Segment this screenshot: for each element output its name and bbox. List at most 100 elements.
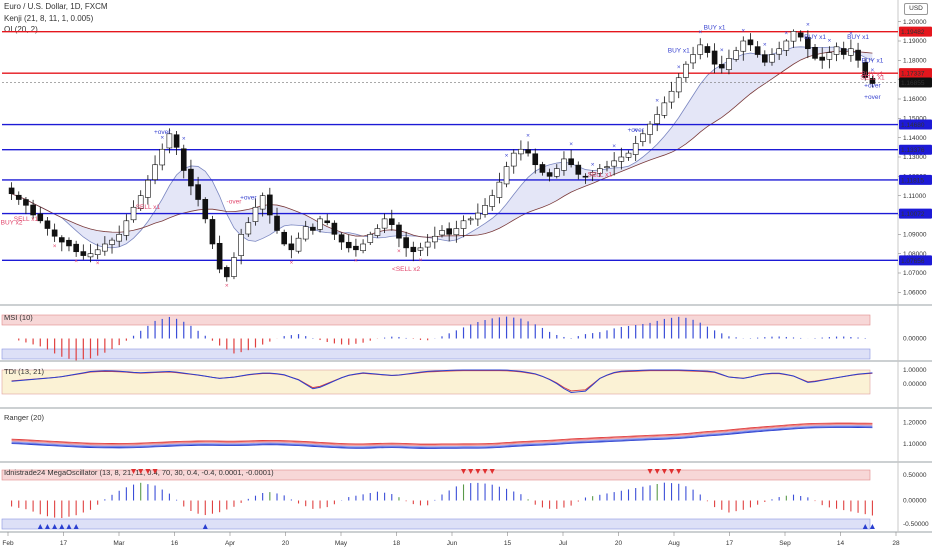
candle-body	[518, 148, 524, 155]
signal-label: SELL x1	[136, 204, 161, 211]
candle-body	[869, 78, 876, 84]
support-level-label: 1.07656	[901, 258, 925, 265]
signal-cross-mark: ×	[505, 153, 509, 160]
candle-body	[690, 54, 696, 64]
candle-body	[360, 243, 366, 251]
candle-body	[453, 228, 460, 236]
signal-cross-mark: ×	[655, 97, 659, 104]
candle-body	[353, 245, 359, 251]
candle-body	[704, 46, 711, 53]
candle-body	[539, 164, 546, 173]
candle-body	[403, 237, 409, 249]
candle-body	[575, 164, 582, 175]
signal-cross-mark: ×	[526, 132, 530, 139]
mega-sell-arrow	[489, 469, 495, 474]
signal-cross-mark: ×	[74, 258, 78, 265]
time-axis-label: 28	[892, 540, 900, 547]
candle-body	[223, 267, 230, 278]
mega-buy-arrow	[44, 524, 50, 529]
signal-label: +over	[154, 129, 171, 136]
candle-body	[561, 158, 567, 171]
mega-buy-arrow	[202, 524, 208, 529]
candle-body	[267, 194, 273, 216]
price-axis-label: 1.16000	[903, 96, 927, 103]
mega-buy-arrow	[862, 524, 868, 529]
candle-body	[754, 46, 761, 55]
ranger-axis-label: 1.20000	[903, 419, 927, 426]
candle-body	[259, 195, 266, 210]
signal-cross-mark: ×	[96, 260, 100, 267]
candle-body	[166, 133, 173, 149]
signal-cross-mark: ×	[182, 136, 186, 143]
candle-body	[216, 242, 223, 270]
candle-body	[80, 251, 87, 256]
candle-body	[109, 239, 115, 245]
ranger-band-line	[11, 425, 873, 448]
candle-body	[410, 246, 417, 253]
time-axis-label: 20	[615, 540, 623, 547]
mega-lower-zone	[1, 518, 871, 530]
currency-badge[interactable]: USD	[904, 3, 928, 15]
candle-body	[317, 218, 323, 230]
indicator-oi-label: OI (20, 2)	[4, 25, 38, 34]
candle-body	[238, 234, 244, 256]
mega-sell-arrow	[131, 469, 137, 474]
signal-label: SELL x1	[860, 75, 885, 82]
resistance-level-label: 1.17337	[901, 71, 925, 78]
pane-title: MSI (10)	[4, 313, 33, 322]
time-axis-label: 18	[393, 540, 401, 547]
candle-body	[130, 206, 137, 221]
support-level-label: 1.14680	[901, 122, 925, 129]
signal-cross-mark: ×	[698, 29, 702, 36]
candle-body	[740, 40, 747, 52]
candle-body	[683, 63, 689, 78]
candle-body	[582, 175, 589, 178]
price-axis-label: 1.19000	[903, 38, 927, 45]
candle-body	[532, 153, 539, 166]
mega-sell-arrow	[145, 469, 151, 474]
candle-body	[173, 134, 180, 148]
msi-axis-label: 0.00000	[903, 336, 927, 343]
candle-body	[324, 220, 331, 224]
signal-cross-mark: ×	[806, 21, 810, 28]
support-level-badge	[899, 255, 932, 266]
mega-axis-label: -0.50000	[903, 521, 929, 528]
candle-body	[675, 77, 682, 93]
last-level-label: 1.16855	[901, 80, 925, 87]
candle-body	[231, 257, 237, 277]
candle-body	[589, 172, 596, 176]
signal-label: +over	[864, 82, 881, 89]
candle-body	[145, 179, 151, 198]
support-level-badge	[899, 174, 932, 185]
candle-body	[597, 168, 603, 174]
time-axis-label: 15	[504, 540, 512, 547]
price-axis-label: 1.08000	[903, 251, 927, 258]
ranger-band-line	[11, 426, 873, 449]
mega-axis-label: 0.50000	[903, 472, 927, 479]
candle-body	[668, 90, 675, 103]
candle-body	[209, 219, 216, 245]
time-axis-label: Aug	[668, 540, 680, 547]
candle-body	[661, 102, 668, 116]
mega-buy-arrow	[66, 524, 72, 529]
mega-buy-arrow	[37, 524, 43, 529]
candle-body	[8, 187, 15, 195]
signal-cross-mark: ×	[160, 134, 164, 141]
candle-body	[159, 148, 166, 166]
signal-label: SELL x1	[588, 171, 613, 178]
time-axis-label: 16	[171, 540, 179, 547]
signal-cross-mark: ×	[612, 143, 616, 150]
candle-body	[819, 56, 826, 61]
price-axis-label: 1.07000	[903, 270, 927, 277]
mega-sell-arrow	[654, 469, 660, 474]
candle-body	[195, 184, 201, 200]
time-axis-label: May	[335, 540, 348, 547]
signal-cross-mark: ×	[634, 127, 638, 134]
candle-body	[123, 220, 130, 236]
candle-body	[44, 220, 51, 229]
time-axis-label: Sep	[779, 540, 791, 547]
candle-body	[295, 237, 302, 252]
candle-body	[697, 44, 704, 55]
signal-cross-mark: ×	[720, 47, 724, 54]
